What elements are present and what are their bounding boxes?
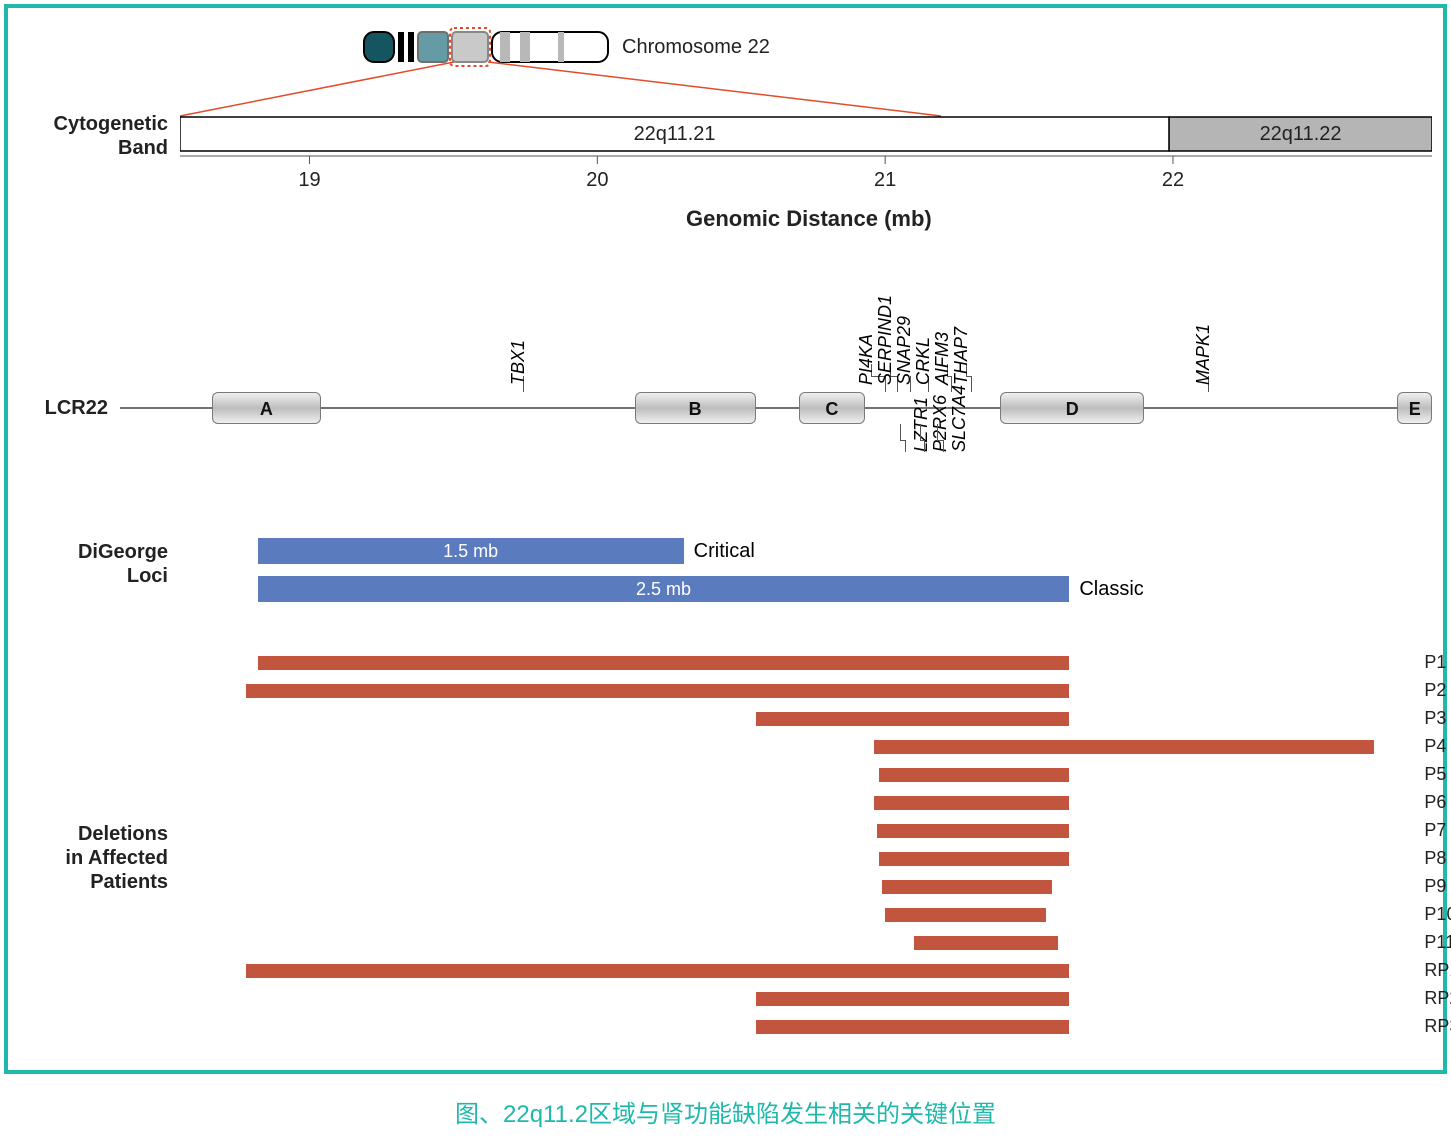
gene-label-snap29: SNAP29 [894,316,915,385]
digeorge-bar: 2.5 mb [258,576,1070,602]
gene-label-tbx1: TBX1 [508,340,529,385]
deletion-row-label: RP2 [1424,988,1451,1009]
deletion-bar [879,768,1069,782]
deletion-bar [756,992,1070,1006]
lcr-block-b: B [635,392,756,424]
lcr-block-a: A [212,392,321,424]
gene-label-crkl: CRKL [913,337,934,385]
deletion-row-label: P3 [1424,708,1446,729]
gene-label-slc7a4: SLC7A4 [949,385,970,452]
deletion-row-label: P11 [1424,932,1451,953]
gene-label-aifm3: AIFM3 [932,332,953,385]
deletions-label: Deletionsin AffectedPatients [8,822,168,894]
lcr-block-c: C [799,392,865,424]
deletion-row-label: P4 [1424,736,1446,757]
deletion-row-label: P1 [1424,652,1446,673]
digeorge-bar-label: Classic [1079,578,1143,601]
lcr22-axis-line [8,8,1451,528]
deletion-bar [874,796,1070,810]
deletion-row-label: RP3 [1424,1016,1451,1037]
digeorge-bar: 1.5 mb [258,538,684,564]
gene-label-serpind1: SERPIND1 [875,295,896,385]
gene-label-thap7: THAP7 [951,327,972,385]
deletion-bar [258,656,1070,670]
deletion-bar [874,740,1375,754]
deletion-bar [879,852,1069,866]
gene-label-pi4ka: PI4KA [856,334,877,385]
deletion-bar [882,880,1052,894]
deletion-row-label: P6 [1424,792,1446,813]
deletion-row-label: P9 [1424,876,1446,897]
digeorge-bar-label: Critical [694,540,755,563]
deletion-bar [246,964,1069,978]
lcr-block-d: D [1000,392,1144,424]
deletion-row-label: P10 [1424,904,1451,925]
deletion-row-label: P7 [1424,820,1446,841]
lcr-block-e: E [1397,392,1432,424]
deletion-row-label: RP1 [1424,960,1451,981]
digeorge-loci-label: DiGeorgeLoci [8,540,168,588]
deletion-row-label: P8 [1424,848,1446,869]
deletion-bar [885,908,1046,922]
deletion-row-label: P5 [1424,764,1446,785]
deletion-bar [246,684,1069,698]
gene-label-mapk1: MAPK1 [1193,324,1214,385]
figure-caption: 图、22q11.2区域与肾功能缺陷发生相关的关键位置 [0,1094,1451,1129]
deletion-bar [756,1020,1070,1034]
deletion-bar [914,936,1058,950]
figure-frame: Chromosome 22 CytogeneticBand 22q11.2122… [4,4,1447,1074]
deletion-row-label: P2 [1424,680,1446,701]
deletion-bar [877,824,1070,838]
deletion-bar [756,712,1070,726]
